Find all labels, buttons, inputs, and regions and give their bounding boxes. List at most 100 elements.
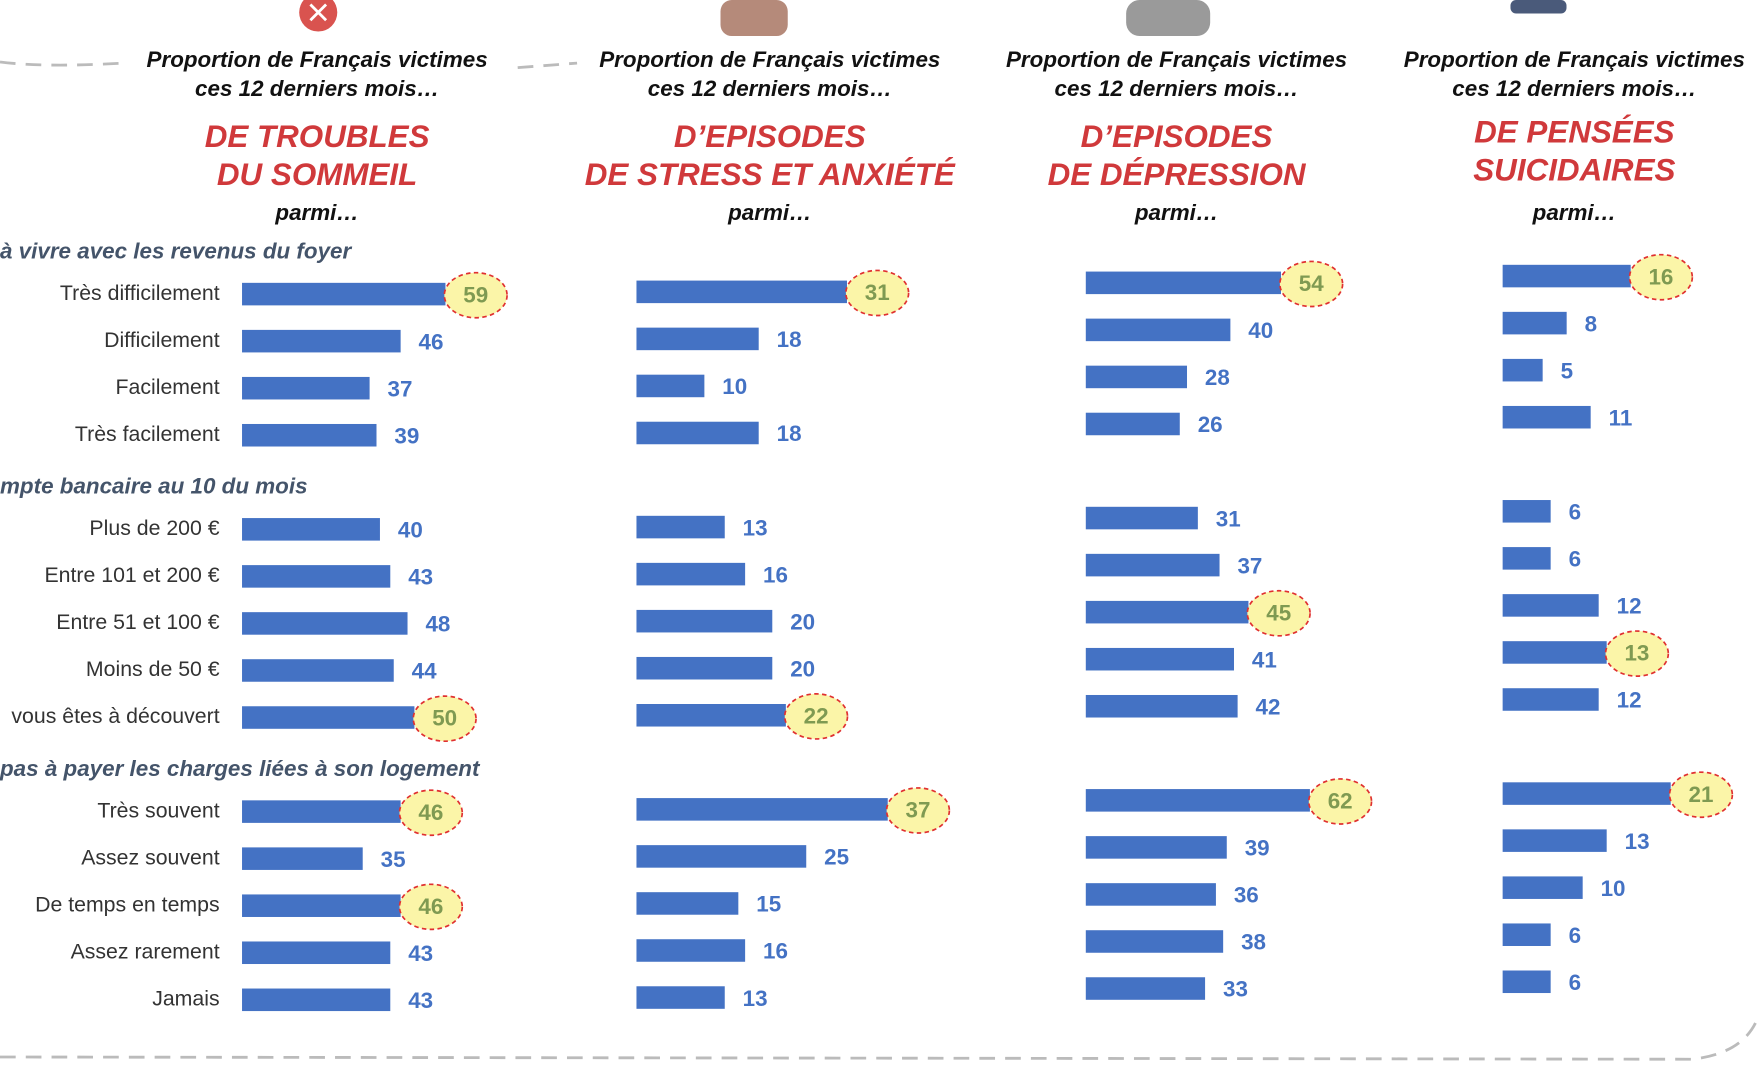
category-label: Difficilement <box>104 328 220 352</box>
category-label: Très facilement <box>75 422 220 446</box>
value-label: 45 <box>1266 600 1291 625</box>
bar <box>242 847 363 870</box>
bar <box>242 800 401 823</box>
bar <box>636 704 785 727</box>
bar <box>1086 648 1234 671</box>
value-label: 16 <box>1648 264 1673 289</box>
value-label: 16 <box>763 562 788 587</box>
icon <box>1510 0 1566 14</box>
chart-title: DE STRESS ET ANXIÉTÉ <box>585 157 956 192</box>
bar <box>1503 547 1551 570</box>
bar <box>242 377 370 400</box>
value-label: 39 <box>1245 836 1270 861</box>
value-label: 46 <box>418 800 443 825</box>
chart-subtitle: ces 12 derniers mois… <box>648 76 892 101</box>
bar <box>636 845 806 868</box>
dashed-border <box>0 1020 1757 1059</box>
value-label: 50 <box>432 706 457 731</box>
icon <box>299 0 337 32</box>
value-label: 25 <box>824 845 849 870</box>
chart-title: DU SOMMEIL <box>217 157 417 192</box>
value-label: 6 <box>1569 970 1581 995</box>
bar <box>1503 876 1583 899</box>
bar <box>1503 782 1671 805</box>
bar <box>636 516 724 539</box>
bar <box>1086 507 1198 530</box>
category-label: Assez rarement <box>71 939 220 963</box>
value-label: 31 <box>865 280 890 305</box>
chart-title: D’EPISODES <box>1081 119 1273 154</box>
bar <box>242 283 445 306</box>
category-label: Entre 51 et 100 € <box>56 610 219 634</box>
bar <box>242 424 376 447</box>
group-label: pas à payer les charges liées à son loge… <box>0 756 481 781</box>
bar <box>1086 836 1227 859</box>
value-label: 43 <box>408 988 433 1013</box>
category-label: Très difficilement <box>60 281 220 305</box>
chart-note: parmi… <box>1134 200 1218 225</box>
value-label: 40 <box>398 517 423 542</box>
chart-subtitle: Proportion de Français victimes <box>1404 47 1745 72</box>
value-label: 20 <box>790 609 815 634</box>
value-label: 18 <box>777 421 802 446</box>
category-label: De temps en temps <box>35 892 220 916</box>
bar <box>1503 359 1543 382</box>
value-label: 59 <box>463 282 488 307</box>
value-label: 6 <box>1569 923 1581 948</box>
bar <box>1086 319 1231 342</box>
value-label: 40 <box>1248 318 1273 343</box>
value-label: 18 <box>777 327 802 352</box>
value-label: 46 <box>419 329 444 354</box>
bar <box>1086 601 1249 624</box>
chart-subtitle: ces 12 derniers mois… <box>1452 76 1696 101</box>
bar <box>636 939 745 962</box>
bar <box>636 892 738 915</box>
value-label: 15 <box>756 892 781 917</box>
value-label: 39 <box>394 423 419 448</box>
category-label: Très souvent <box>97 798 219 822</box>
value-label: 43 <box>408 941 433 966</box>
bar <box>1086 272 1281 295</box>
value-label: 22 <box>804 703 829 728</box>
value-label: 38 <box>1241 930 1266 955</box>
value-label: 13 <box>743 515 768 540</box>
bar <box>1503 688 1599 711</box>
value-label: 28 <box>1205 365 1230 390</box>
value-label: 13 <box>743 986 768 1011</box>
value-label: 35 <box>381 847 406 872</box>
chart-note: parmi… <box>1532 200 1616 225</box>
bar <box>1503 923 1551 946</box>
chart-title: DE DÉPRESSION <box>1048 157 1307 192</box>
value-label: 42 <box>1256 694 1281 719</box>
value-label: 31 <box>1216 506 1241 531</box>
bar <box>242 706 414 729</box>
category-label: Plus de 200 € <box>89 516 219 540</box>
bar <box>242 941 390 964</box>
bar <box>1503 406 1591 429</box>
value-label: 10 <box>1601 876 1626 901</box>
group-label: à vivre avec les revenus du foyer <box>0 238 352 263</box>
value-label: 16 <box>763 939 788 964</box>
bar <box>1086 366 1187 389</box>
value-label: 13 <box>1625 829 1650 854</box>
value-label: 6 <box>1569 499 1581 524</box>
bar <box>242 518 380 541</box>
bar <box>1086 789 1310 812</box>
chart-note: parmi… <box>727 200 811 225</box>
bar <box>1086 695 1238 718</box>
chart-note: parmi… <box>274 200 358 225</box>
chart-title: SUICIDAIRES <box>1473 153 1675 188</box>
bar <box>242 989 390 1012</box>
value-label: 5 <box>1561 358 1573 383</box>
bar <box>636 610 772 633</box>
value-label: 54 <box>1299 271 1324 296</box>
dashed-border <box>0 62 123 65</box>
value-label: 10 <box>722 374 747 399</box>
bar <box>242 330 401 353</box>
dashed-border <box>518 63 577 68</box>
bar <box>1503 970 1551 993</box>
bar <box>636 422 758 445</box>
bar <box>1503 594 1599 617</box>
category-label: Facilement <box>116 375 220 399</box>
bar <box>1503 829 1607 852</box>
